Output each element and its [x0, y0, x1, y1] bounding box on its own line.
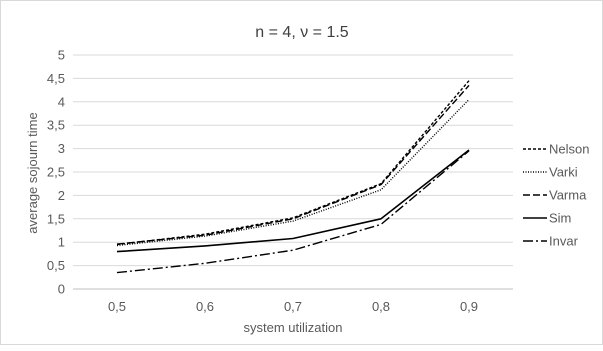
- y-tick-labels: 0 0,5 1 1,5 2 2,5 3 3,5 4 4,5 5: [47, 48, 65, 297]
- y-tick-label: 3,5: [47, 118, 65, 133]
- chart-title: n = 4, ν = 1.5: [255, 24, 349, 41]
- legend: Nelson Varki Varma Sim Invar: [523, 142, 589, 249]
- x-tick-label: 0,5: [108, 299, 126, 314]
- y-tick-label: 1,5: [47, 211, 65, 226]
- series-line-invar: [116, 150, 470, 274]
- y-tick-label: 4: [58, 94, 65, 109]
- y-tick-label: 2,5: [47, 165, 65, 180]
- x-tick-label: 0,8: [372, 299, 390, 314]
- y-tick-label: 2: [58, 188, 65, 203]
- series-lines: [116, 80, 470, 274]
- y-tick-label: 0: [58, 282, 65, 297]
- series-line-varma: [116, 84, 470, 245]
- x-tick-label: 0,6: [196, 299, 214, 314]
- series-line-varki: [116, 99, 470, 247]
- x-tick-label: 0,9: [460, 299, 478, 314]
- y-tick-label: 0,5: [47, 258, 65, 273]
- legend-label-nelson: Nelson: [549, 142, 589, 157]
- y-tick-label: 4,5: [47, 71, 65, 86]
- gridlines: [73, 54, 513, 290]
- x-axis-label: system utilization: [244, 320, 343, 335]
- legend-label-sim: Sim: [549, 211, 571, 226]
- y-axis-label: average sojourn time: [25, 112, 40, 233]
- legend-label-invar: Invar: [549, 234, 579, 249]
- series-line-sim: [116, 149, 470, 253]
- y-tick-label: 5: [58, 48, 65, 63]
- x-tick-label: 0,7: [284, 299, 302, 314]
- x-tick-labels: 0,5 0,6 0,7 0,8 0,9: [108, 299, 478, 314]
- y-tick-label: 3: [58, 141, 65, 156]
- legend-label-varma: Varma: [549, 188, 587, 203]
- legend-label-varki: Varki: [549, 165, 578, 180]
- series-line-nelson: [116, 80, 470, 246]
- y-tick-label: 1: [58, 235, 65, 250]
